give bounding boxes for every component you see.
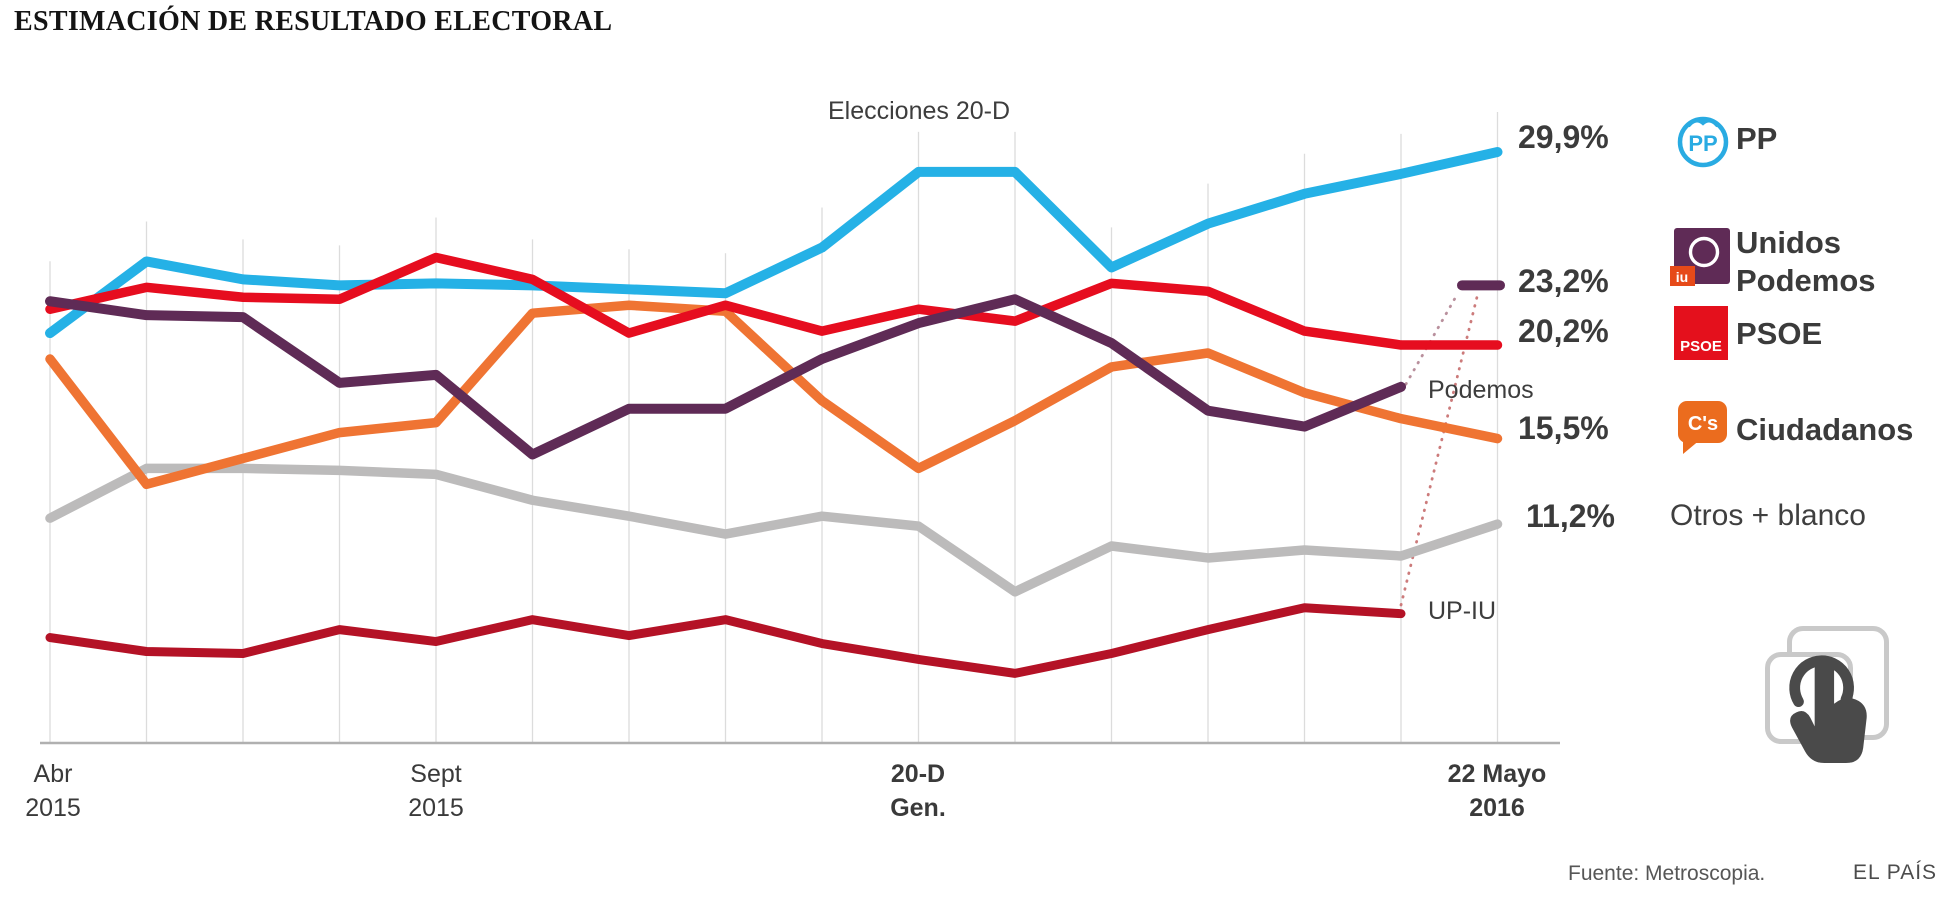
x-axis-label-line: Sept <box>410 760 462 788</box>
upiu-line-label: UP-IU <box>1428 597 1497 625</box>
svg-text:PP: PP <box>1688 131 1717 156</box>
psoe-legend-name: PSOE <box>1736 316 1823 351</box>
x-axis-label-line: Gen. <box>890 794 946 822</box>
x-axis-label-line: 2016 <box>1469 794 1525 822</box>
series-line-up-iu <box>45 603 1406 678</box>
pp-value-label: 29,9% <box>1518 119 1609 155</box>
series-line-psoe <box>45 252 1503 350</box>
x-axis-label-line: 20-D <box>890 760 946 788</box>
election-annotation: Elecciones 20-D <box>827 97 1011 125</box>
ciudadanos-logo-icon: C's <box>1678 401 1727 454</box>
unidos-podemos-logo-icon: iu <box>1670 228 1730 286</box>
series-line-ciudadanos <box>45 300 1503 490</box>
ciudadanos-value-label: 15,5% <box>1518 410 1609 446</box>
legend-name-line: Unidos <box>1736 225 1842 260</box>
svg-text:PSOE: PSOE <box>1680 338 1722 355</box>
x-axis-label-line: 22 Mayo <box>1447 760 1547 788</box>
psoe-value-label: 20,2% <box>1518 313 1609 349</box>
source-label: Fuente: Metroscopia. <box>1568 862 1766 885</box>
x-axis-label-line: Abr <box>33 760 73 788</box>
otros-legend-name: Otros + blanco <box>1670 499 1866 532</box>
unidos-podemos-value-label: 23,2% <box>1518 263 1609 299</box>
x-axis-label-abr-2015: Abr 2015 <box>0 757 133 825</box>
series-line-pp <box>45 147 1503 339</box>
pointing-hand-icon <box>1789 655 1867 764</box>
legend-name-line: Podemos <box>1736 263 1876 298</box>
x-axis-label-20d-gen: 20-D Gen. <box>838 757 998 825</box>
svg-text:iu: iu <box>1676 269 1688 285</box>
podemos-line-label: Podemos <box>1428 376 1534 404</box>
pp-legend-name: PP <box>1736 121 1778 156</box>
unidos-podemos-legend-name: Unidos Podemos <box>1736 224 1876 300</box>
merge-connector-dotted-line <box>1404 291 1460 386</box>
pp-logo-icon: PP <box>1677 116 1729 168</box>
svg-text:C's: C's <box>1688 413 1718 435</box>
series-line-podemos <box>45 294 1406 460</box>
series-line-otros <box>45 463 1503 597</box>
touch-gesture-icon[interactable] <box>1763 626 1898 781</box>
otros-value-label: 11,2% <box>1526 498 1615 534</box>
x-axis-label-line: 2015 <box>25 794 81 822</box>
ciudadanos-legend-name: Ciudadanos <box>1736 412 1914 447</box>
x-axis-label-line: 2015 <box>408 794 464 822</box>
psoe-logo-icon: PSOE <box>1674 306 1728 360</box>
x-axis-label-sept-2015: Sept 2015 <box>356 757 516 825</box>
x-axis-label-22-mayo-2016: 22 Mayo 2016 <box>1417 757 1577 825</box>
brand-label: EL PAÍS <box>1853 861 1938 884</box>
page-title: ESTIMACIÓN DE RESULTADO ELECTORAL <box>14 6 613 37</box>
